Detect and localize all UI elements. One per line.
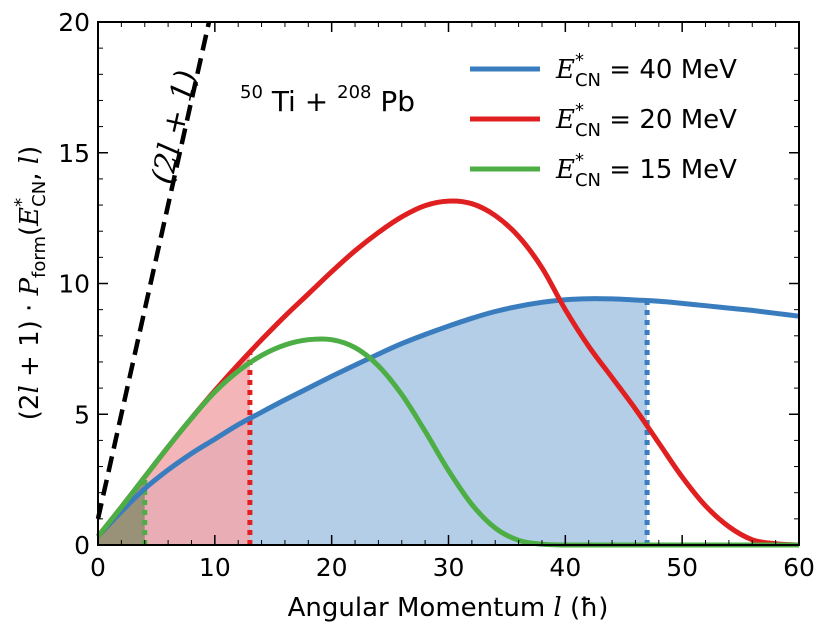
reaction-base: Ti [271,85,296,118]
x-tick-label: 60 [783,553,815,582]
y-tick-label: 10 [58,270,90,299]
reference-line-2l-plus-1 [95,21,212,520]
reference-line-label: (2l + 1) [145,67,204,187]
x-tick-label: 40 [549,553,581,582]
x-axis-label-text: Angular Momentum [288,593,554,623]
reaction-target: Pb [380,85,415,118]
x-axis-label-unit: (ħ) [562,593,609,623]
x-tick-label: 20 [316,553,348,582]
reaction-base-mass: 50 [240,82,263,103]
x-tick-label: 0 [90,553,106,582]
y-tick-label: 15 [58,139,90,168]
reaction-label: 50 Ti + 208 Pb [240,72,415,118]
reaction-target-mass: 208 [337,82,371,103]
x-axis-label-var: l [553,593,561,623]
x-tick-label: 30 [433,553,465,582]
legend-label-20mev: E* CN = 20 MeV [555,100,737,141]
reaction-plus: + [305,85,328,118]
legend-label-40mev: E* CN = 40 MeV [555,50,737,91]
reference-line [95,21,212,520]
x-axis-label: Angular Momentum l (ħ) [288,593,609,623]
filled-regions [98,298,648,545]
x-tick-label: 10 [199,553,231,582]
legend-label-15mev: E* CN = 15 MeV [555,150,737,191]
y-axis-label: (2l + 1) · Pform(E*CN, l) [11,146,50,420]
axes: 0 10 20 30 40 50 60 0 5 10 15 20 [58,8,815,582]
legend: E* CN = 40 MeV E* CN = 20 MeV E* CN = 15 MeV [470,50,737,191]
curve-40mev [96,296,800,539]
y-tick-label: 5 [74,400,90,429]
y-tick-label: 20 [58,8,90,37]
x-tick-label: 50 [666,553,698,582]
y-tick-label: 0 [74,531,90,560]
